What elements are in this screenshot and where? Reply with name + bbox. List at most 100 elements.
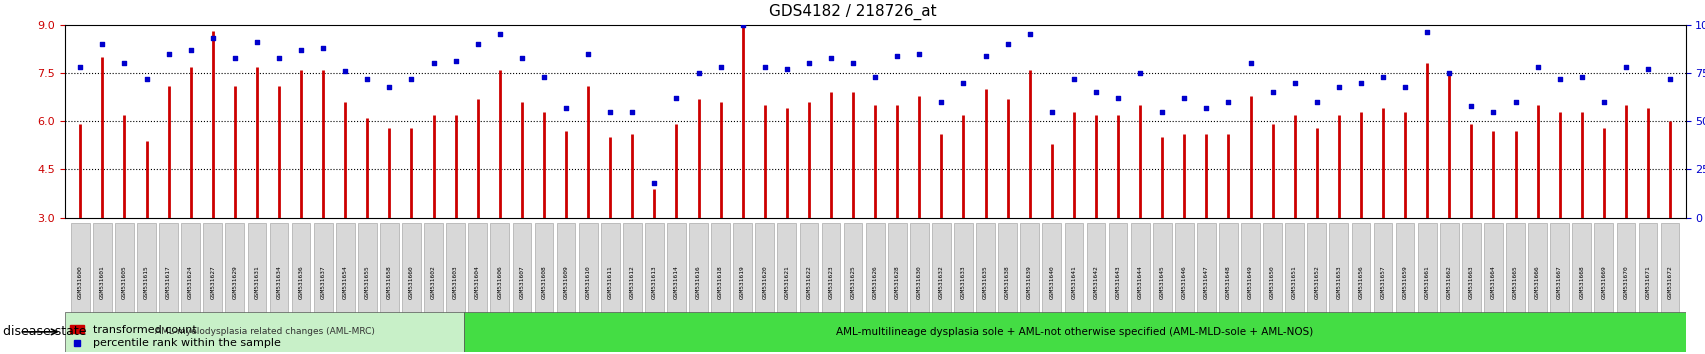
Text: GSM531658: GSM531658 xyxy=(387,266,392,299)
Point xyxy=(839,61,866,66)
Point xyxy=(597,109,624,114)
Point xyxy=(750,64,777,70)
Text: GSM531609: GSM531609 xyxy=(563,266,568,299)
Point xyxy=(1633,66,1661,72)
Point xyxy=(1589,99,1616,105)
Point xyxy=(883,53,910,58)
FancyBboxPatch shape xyxy=(1395,223,1413,343)
Text: GSM531629: GSM531629 xyxy=(232,266,237,299)
Text: GSM531649: GSM531649 xyxy=(1248,266,1251,299)
FancyBboxPatch shape xyxy=(887,223,905,343)
Bar xyxy=(65,312,464,352)
FancyBboxPatch shape xyxy=(644,223,663,343)
FancyBboxPatch shape xyxy=(689,223,708,343)
Point xyxy=(1125,70,1153,76)
Text: GSM531661: GSM531661 xyxy=(1424,266,1429,299)
FancyBboxPatch shape xyxy=(844,223,863,343)
Text: GSM531670: GSM531670 xyxy=(1623,266,1628,299)
Point xyxy=(66,64,94,70)
FancyBboxPatch shape xyxy=(447,223,465,343)
Point xyxy=(375,84,402,89)
Text: GSM531624: GSM531624 xyxy=(188,266,193,299)
FancyBboxPatch shape xyxy=(203,223,222,343)
Text: GSM531621: GSM531621 xyxy=(784,266,789,299)
Point xyxy=(1656,76,1683,82)
Point xyxy=(1258,90,1286,95)
FancyBboxPatch shape xyxy=(1616,223,1635,343)
Point xyxy=(1611,64,1639,70)
FancyBboxPatch shape xyxy=(1350,223,1369,343)
Point xyxy=(222,55,249,61)
Text: GSM531644: GSM531644 xyxy=(1137,266,1142,299)
Point xyxy=(795,61,822,66)
Text: GSM531650: GSM531650 xyxy=(1270,266,1274,299)
FancyBboxPatch shape xyxy=(1594,223,1613,343)
FancyBboxPatch shape xyxy=(181,223,199,343)
Text: GSM531618: GSM531618 xyxy=(718,266,723,299)
FancyBboxPatch shape xyxy=(1637,223,1656,343)
Text: GSM531669: GSM531669 xyxy=(1601,266,1606,299)
Text: GSM531638: GSM531638 xyxy=(1004,266,1009,299)
FancyBboxPatch shape xyxy=(822,223,841,343)
Text: GSM531607: GSM531607 xyxy=(518,266,523,299)
Text: GSM531610: GSM531610 xyxy=(585,266,590,299)
Point xyxy=(1545,76,1572,82)
Text: AML-myelodysplasia related changes (AML-MRC): AML-myelodysplasia related changes (AML-… xyxy=(155,327,375,336)
Text: GSM531628: GSM531628 xyxy=(893,266,899,299)
Text: GSM531672: GSM531672 xyxy=(1666,266,1671,299)
FancyBboxPatch shape xyxy=(1528,223,1546,343)
Text: GSM531637: GSM531637 xyxy=(321,266,326,299)
Point xyxy=(641,180,668,186)
Text: GSM531665: GSM531665 xyxy=(1512,266,1517,299)
FancyBboxPatch shape xyxy=(358,223,377,343)
Text: GSM531605: GSM531605 xyxy=(121,266,126,299)
FancyBboxPatch shape xyxy=(1483,223,1502,343)
Point xyxy=(111,61,138,66)
Point xyxy=(1303,99,1330,105)
Point xyxy=(1059,76,1086,82)
Point xyxy=(419,61,447,66)
Point xyxy=(1236,61,1263,66)
FancyBboxPatch shape xyxy=(269,223,288,343)
FancyBboxPatch shape xyxy=(314,223,332,343)
Text: GSM531614: GSM531614 xyxy=(673,266,679,299)
FancyBboxPatch shape xyxy=(1219,223,1238,343)
FancyBboxPatch shape xyxy=(864,223,885,343)
FancyBboxPatch shape xyxy=(159,223,177,343)
FancyBboxPatch shape xyxy=(292,223,310,343)
FancyBboxPatch shape xyxy=(94,223,113,343)
Point xyxy=(1170,95,1197,101)
Text: GSM531632: GSM531632 xyxy=(938,266,943,299)
FancyBboxPatch shape xyxy=(1572,223,1591,343)
Text: GSM531603: GSM531603 xyxy=(454,266,459,299)
Text: GSM531601: GSM531601 xyxy=(101,266,104,299)
FancyBboxPatch shape xyxy=(1130,223,1149,343)
FancyBboxPatch shape xyxy=(1042,223,1061,343)
Text: GSM531653: GSM531653 xyxy=(1335,266,1340,299)
Point xyxy=(309,45,336,51)
FancyBboxPatch shape xyxy=(1108,223,1127,343)
Point xyxy=(1325,84,1352,89)
Point xyxy=(1103,95,1130,101)
FancyBboxPatch shape xyxy=(556,223,575,343)
Text: GSM531654: GSM531654 xyxy=(343,266,348,299)
FancyBboxPatch shape xyxy=(225,223,244,343)
Text: disease state: disease state xyxy=(3,325,87,338)
Point xyxy=(331,68,358,74)
Point xyxy=(552,105,580,110)
FancyBboxPatch shape xyxy=(1306,223,1325,343)
Point xyxy=(1192,105,1219,110)
Point xyxy=(397,76,425,82)
Point xyxy=(486,32,513,37)
Text: GSM531666: GSM531666 xyxy=(1534,266,1540,299)
Point xyxy=(286,47,314,53)
Text: GSM531613: GSM531613 xyxy=(651,266,656,299)
Text: AML-multilineage dysplasia sole + AML-not otherwise specified (AML-MLD-sole + AM: AML-multilineage dysplasia sole + AML-no… xyxy=(835,327,1313,337)
Point xyxy=(663,95,691,101)
Point xyxy=(1391,84,1419,89)
Text: GSM531639: GSM531639 xyxy=(1026,266,1032,299)
FancyBboxPatch shape xyxy=(72,223,90,343)
FancyBboxPatch shape xyxy=(1506,223,1524,343)
Point xyxy=(1567,74,1594,80)
Text: GSM531616: GSM531616 xyxy=(696,266,701,299)
